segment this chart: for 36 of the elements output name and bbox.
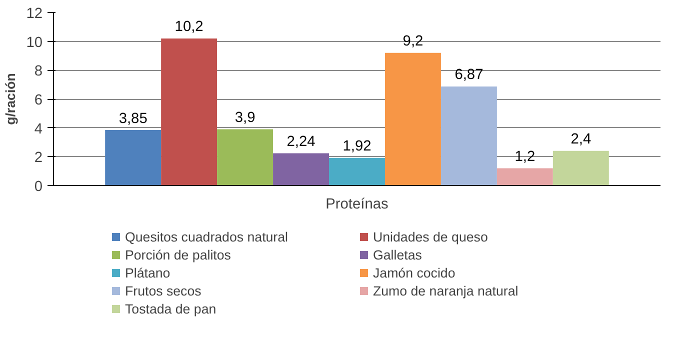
y-tick-label: 4 (34, 121, 43, 138)
data-label: 2,4 (570, 132, 592, 148)
bar (496, 168, 553, 186)
y-tick-label: 2 (34, 150, 43, 166)
bar (552, 150, 609, 186)
legend-label: Plátano (125, 265, 172, 280)
y-tick-label: 10 (26, 34, 43, 51)
legend-label: Porción de palitos (125, 247, 232, 262)
bar (273, 153, 330, 186)
legend-label: Unidades de queso (373, 229, 489, 244)
y-tick-label: 12 (26, 6, 43, 22)
y-tick-label: 0 (34, 179, 43, 195)
bar (105, 130, 162, 186)
x-tick-label: Proteínas (326, 196, 388, 212)
y-axis-title: g/ración (3, 73, 18, 125)
y-tick-label: 8 (34, 64, 43, 80)
legend-label: Zumo de naranja natural (373, 283, 520, 298)
legend-label: Galletas (373, 247, 423, 262)
data-label: 6,87 (454, 67, 484, 84)
bar (384, 52, 441, 186)
legend-label: Tostada de pan (125, 301, 218, 316)
legend-label: Quesitos cuadrados natural (125, 229, 289, 244)
bar (217, 129, 274, 186)
legend-label: Jamón cocido (373, 265, 456, 280)
data-label: 9,2 (402, 34, 424, 50)
data-label: 2,24 (286, 134, 316, 150)
bar (161, 38, 218, 186)
y-tick-label: 6 (34, 92, 43, 108)
data-label: 1,2 (514, 148, 536, 165)
bar (329, 158, 385, 186)
data-label: 10,2 (174, 19, 204, 36)
data-label: 1,92 (342, 138, 372, 155)
data-label: 3,9 (234, 110, 256, 126)
legend-label: Frutos secos (125, 283, 202, 298)
data-label: 3,85 (118, 110, 148, 127)
bar (440, 86, 497, 186)
